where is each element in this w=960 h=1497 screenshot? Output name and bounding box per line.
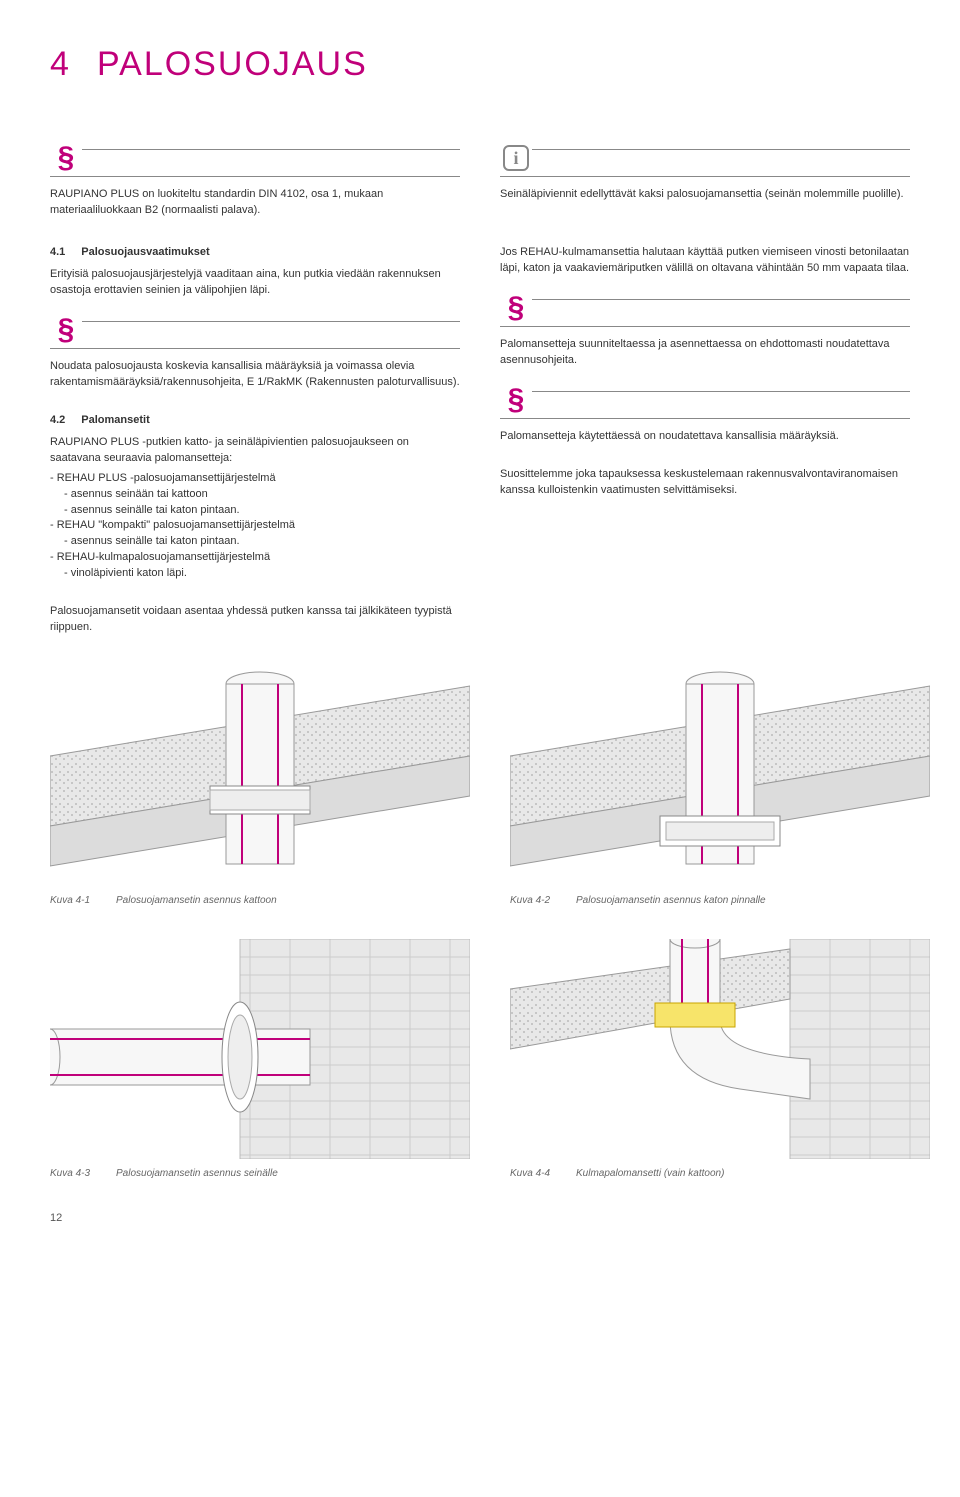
list-item: - REHAU PLUS -palosuojamansettijärjestel… xyxy=(50,471,460,487)
list-item: - REHAU "kompakti" palosuojamansettijärj… xyxy=(50,518,460,534)
section-icon: § xyxy=(508,385,525,415)
main-content: 4.1 Palosuojausvaatimukset Erityisiä pal… xyxy=(50,245,910,604)
heading-text: Palomansetit xyxy=(81,413,149,429)
intro-left-text: RAUPIANO PLUS on luokiteltu standardin D… xyxy=(50,187,460,219)
figure-caption: Kulmapalomansetti (vain kattoon) xyxy=(576,1167,724,1182)
heading-num: 4.2 xyxy=(50,413,65,429)
section-number: 4 xyxy=(50,45,70,83)
page-number: 12 xyxy=(50,1211,910,1227)
mansetti-list: - REHAU PLUS -palosuojamansettijärjestel… xyxy=(50,471,460,583)
right-p4: Suosittelemme joka tapauksessa keskustel… xyxy=(500,467,910,499)
notice-rule: § xyxy=(50,149,460,177)
section-icon: § xyxy=(58,143,75,173)
figure-number: Kuva 4-2 xyxy=(510,894,566,909)
section-4-1-body: Erityisiä palosuojausjärjestelyjä vaadit… xyxy=(50,267,460,299)
list-item: - asennus seinälle tai katon pintaan. xyxy=(50,534,460,550)
figure-number: Kuva 4-1 xyxy=(50,894,106,909)
intro-right-text: Seinäläpiviennit edellyttävät kaksi palo… xyxy=(500,187,910,203)
notice-rule: § xyxy=(50,321,460,349)
figure-number: Kuva 4-3 xyxy=(50,1167,106,1182)
list-item: - asennus seinään tai kattoon xyxy=(50,487,460,503)
section-4-2: 4.2 Palomansetit RAUPIANO PLUS -putkien … xyxy=(50,413,460,582)
figures-row-2: Kuva 4-3 Palosuojamansetin asennus seinä… xyxy=(50,939,910,1182)
list-item: - REHAU-kulmapalosuojamansettijärjestelm… xyxy=(50,550,460,566)
intro-row: § RAUPIANO PLUS on luokiteltu standardin… xyxy=(50,149,910,223)
figure-caption: Palosuojamansetin asennus kattoon xyxy=(116,894,277,909)
figure-caption: Palosuojamansetin asennus katon pinnalle xyxy=(576,894,766,909)
section-icon: § xyxy=(58,315,75,345)
section-title: PALOSUOJAUS xyxy=(97,45,368,83)
figure-caption: Palosuojamansetin asennus seinälle xyxy=(116,1167,278,1182)
section-4-1: 4.1 Palosuojausvaatimukset Erityisiä pal… xyxy=(50,245,460,299)
right-p2: Palomansetteja suunniteltaessa ja asenne… xyxy=(500,337,910,369)
figure-number: Kuva 4-4 xyxy=(510,1167,566,1182)
section-4-2-intro: RAUPIANO PLUS -putkien katto- ja seinälä… xyxy=(50,435,460,467)
notice-national: Noudata palosuojausta koskevia kansallis… xyxy=(50,359,460,391)
list-item: - asennus seinälle tai katon pintaan. xyxy=(50,503,460,519)
page-title: 4 PALOSUOJAUS xyxy=(50,40,910,89)
figures-row-1: Kuva 4-1 Palosuojamansetin asennus katto… xyxy=(50,666,910,909)
section-icon: § xyxy=(508,293,525,323)
figure-4-3 xyxy=(50,939,470,1159)
figure-4-4 xyxy=(510,939,930,1159)
figure-4-1 xyxy=(50,666,470,886)
heading-num: 4.1 xyxy=(50,245,65,261)
info-rule: i xyxy=(500,149,910,177)
after-list-text: Palosuojamansetit voidaan asentaa yhdess… xyxy=(50,604,463,636)
after-list: Palosuojamansetit voidaan asentaa yhdess… xyxy=(50,604,463,636)
right-p1: Jos REHAU-kulmamansettia halutaan käyttä… xyxy=(500,245,910,277)
figure-4-2 xyxy=(510,666,930,886)
notice-rule: § xyxy=(500,391,910,419)
right-p3: Palomansetteja käytettäessä on noudatett… xyxy=(500,429,910,445)
heading-text: Palosuojausvaatimukset xyxy=(81,245,209,261)
list-item: - vinoläpivienti katon läpi. xyxy=(50,566,460,582)
info-icon: i xyxy=(503,145,529,171)
notice-rule: § xyxy=(500,299,910,327)
